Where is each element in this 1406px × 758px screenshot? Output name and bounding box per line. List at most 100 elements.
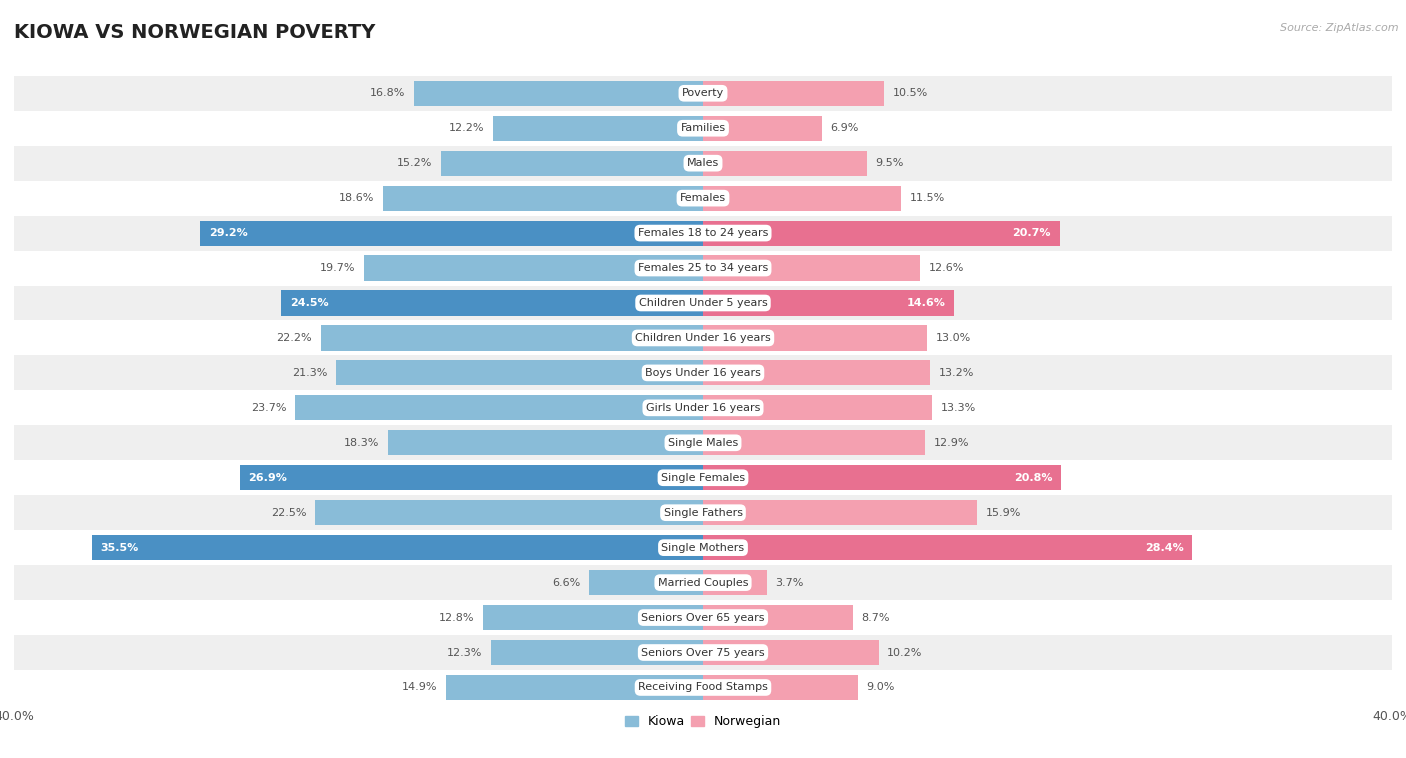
- Bar: [14, 215, 1392, 251]
- Text: Single Fathers: Single Fathers: [664, 508, 742, 518]
- Text: 10.2%: 10.2%: [887, 647, 922, 657]
- Bar: [413, 80, 703, 106]
- Bar: [703, 360, 931, 386]
- Bar: [336, 360, 703, 386]
- Bar: [91, 535, 703, 560]
- Bar: [14, 251, 1392, 286]
- Text: 19.7%: 19.7%: [319, 263, 356, 273]
- Bar: [494, 116, 703, 141]
- Text: 22.2%: 22.2%: [277, 333, 312, 343]
- Bar: [14, 180, 1392, 215]
- Text: 9.5%: 9.5%: [875, 158, 904, 168]
- Text: Source: ZipAtlas.com: Source: ZipAtlas.com: [1281, 23, 1399, 33]
- Text: 24.5%: 24.5%: [290, 298, 328, 308]
- Text: 12.6%: 12.6%: [928, 263, 965, 273]
- Bar: [14, 530, 1392, 565]
- Bar: [388, 431, 703, 456]
- Text: 18.3%: 18.3%: [344, 438, 380, 448]
- Text: Females 18 to 24 years: Females 18 to 24 years: [638, 228, 768, 238]
- Bar: [14, 635, 1392, 670]
- Text: 13.2%: 13.2%: [939, 368, 974, 378]
- Bar: [703, 395, 932, 421]
- Bar: [14, 286, 1392, 321]
- Text: Girls Under 16 years: Girls Under 16 years: [645, 402, 761, 413]
- Bar: [703, 640, 879, 665]
- Bar: [703, 221, 1060, 246]
- Bar: [703, 290, 955, 315]
- Text: 14.6%: 14.6%: [907, 298, 946, 308]
- Bar: [703, 151, 866, 176]
- Text: 12.8%: 12.8%: [439, 612, 474, 622]
- Text: 8.7%: 8.7%: [862, 612, 890, 622]
- Text: 12.9%: 12.9%: [934, 438, 969, 448]
- Text: 26.9%: 26.9%: [249, 473, 287, 483]
- Text: 16.8%: 16.8%: [370, 88, 405, 99]
- Bar: [14, 356, 1392, 390]
- Text: 15.9%: 15.9%: [986, 508, 1021, 518]
- Bar: [321, 325, 703, 350]
- Bar: [14, 600, 1392, 635]
- Bar: [703, 431, 925, 456]
- Bar: [295, 395, 703, 421]
- Text: Children Under 16 years: Children Under 16 years: [636, 333, 770, 343]
- Bar: [239, 465, 703, 490]
- Text: Married Couples: Married Couples: [658, 578, 748, 587]
- Text: 29.2%: 29.2%: [208, 228, 247, 238]
- Bar: [703, 325, 927, 350]
- Text: 13.0%: 13.0%: [935, 333, 970, 343]
- Bar: [703, 535, 1192, 560]
- Text: 22.5%: 22.5%: [271, 508, 307, 518]
- Bar: [703, 116, 823, 141]
- Bar: [14, 565, 1392, 600]
- Bar: [14, 321, 1392, 356]
- Bar: [589, 570, 703, 595]
- Text: Single Females: Single Females: [661, 473, 745, 483]
- Text: 9.0%: 9.0%: [866, 682, 896, 693]
- Text: 12.2%: 12.2%: [449, 124, 484, 133]
- Text: 23.7%: 23.7%: [250, 402, 287, 413]
- Text: Boys Under 16 years: Boys Under 16 years: [645, 368, 761, 378]
- Bar: [14, 390, 1392, 425]
- Text: 15.2%: 15.2%: [398, 158, 433, 168]
- Text: 13.3%: 13.3%: [941, 402, 976, 413]
- Text: Seniors Over 75 years: Seniors Over 75 years: [641, 647, 765, 657]
- Bar: [703, 675, 858, 700]
- Text: Families: Families: [681, 124, 725, 133]
- Text: Females: Females: [681, 193, 725, 203]
- Bar: [364, 255, 703, 280]
- Text: 20.7%: 20.7%: [1012, 228, 1050, 238]
- Bar: [14, 76, 1392, 111]
- Text: 12.3%: 12.3%: [447, 647, 482, 657]
- Bar: [446, 675, 703, 700]
- Bar: [281, 290, 703, 315]
- Bar: [482, 605, 703, 630]
- Text: 21.3%: 21.3%: [292, 368, 328, 378]
- Bar: [703, 500, 977, 525]
- Bar: [14, 425, 1392, 460]
- Text: 14.9%: 14.9%: [402, 682, 437, 693]
- Text: Males: Males: [688, 158, 718, 168]
- Bar: [14, 146, 1392, 180]
- Text: 28.4%: 28.4%: [1144, 543, 1184, 553]
- Text: Single Males: Single Males: [668, 438, 738, 448]
- Text: Seniors Over 65 years: Seniors Over 65 years: [641, 612, 765, 622]
- Bar: [703, 605, 853, 630]
- Text: Females 25 to 34 years: Females 25 to 34 years: [638, 263, 768, 273]
- Text: Single Mothers: Single Mothers: [661, 543, 745, 553]
- Text: 11.5%: 11.5%: [910, 193, 945, 203]
- Bar: [382, 186, 703, 211]
- Text: KIOWA VS NORWEGIAN POVERTY: KIOWA VS NORWEGIAN POVERTY: [14, 23, 375, 42]
- Bar: [200, 221, 703, 246]
- Bar: [491, 640, 703, 665]
- Text: 6.6%: 6.6%: [553, 578, 581, 587]
- Text: 6.9%: 6.9%: [831, 124, 859, 133]
- Bar: [14, 460, 1392, 495]
- Text: 18.6%: 18.6%: [339, 193, 374, 203]
- Bar: [14, 495, 1392, 530]
- Text: Children Under 5 years: Children Under 5 years: [638, 298, 768, 308]
- Bar: [703, 570, 766, 595]
- Bar: [703, 255, 920, 280]
- Bar: [703, 80, 884, 106]
- Bar: [703, 186, 901, 211]
- Text: 3.7%: 3.7%: [775, 578, 804, 587]
